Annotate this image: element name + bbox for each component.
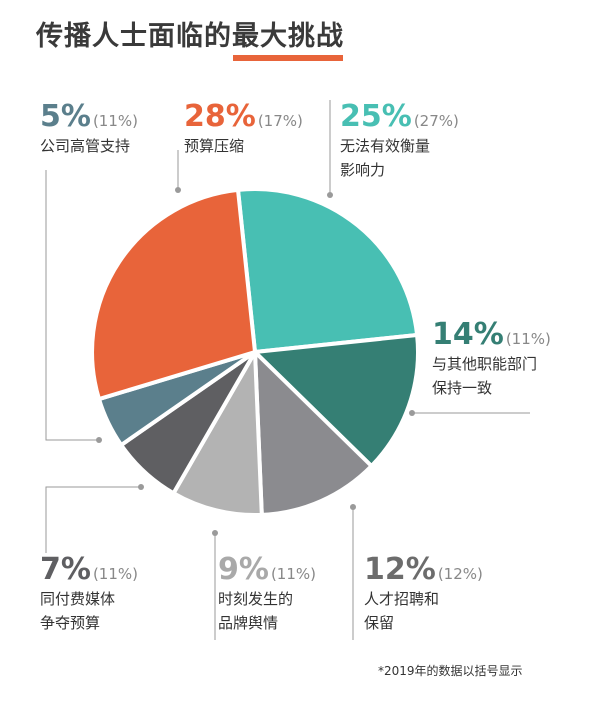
prev-media: (11%): [92, 565, 138, 583]
desc-measure-2: 影响力: [340, 161, 386, 179]
prev-talent: (12%): [437, 565, 483, 583]
desc-reputation-1: 时刻发生的: [218, 590, 294, 608]
leader-reputation-dot: [212, 530, 218, 536]
leader-measure-dot: [327, 192, 333, 198]
label-reputation: 9% (11%) 时刻发生的 品牌舆情: [218, 553, 316, 635]
chart-title: 传播人士面临的最大挑战: [36, 21, 344, 52]
leader-align-dot: [409, 410, 415, 416]
leader-lines: [45, 100, 530, 640]
prev-measure: (27%): [413, 112, 459, 130]
label-exec: 5% (11%) 公司高管支持: [40, 100, 138, 158]
pie-slices: [90, 187, 420, 518]
pct-measure: 25%: [340, 99, 412, 134]
title-underline: [233, 55, 343, 61]
pct-align: 14%: [432, 317, 504, 352]
desc-exec: 公司高管支持: [40, 137, 131, 155]
pct-reputation: 9%: [218, 552, 269, 587]
leader-budget-dot: [175, 187, 181, 193]
pct-media: 7%: [40, 552, 91, 587]
prev-exec: (11%): [92, 112, 138, 130]
leader-exec-dot: [96, 437, 102, 443]
label-media: 7% (11%) 同付费媒体 争夺预算: [40, 553, 138, 635]
leader-media: [45, 486, 141, 553]
slice-align: [253, 333, 420, 468]
desc-talent-1: 人才招聘和: [364, 590, 440, 608]
label-measure: 25% (27%) 无法有效衡量 影响力: [340, 100, 459, 182]
leader-exec: [45, 170, 99, 441]
label-budget: 28% (17%) 预算压缩: [184, 100, 303, 158]
desc-align-2: 保持一致: [432, 379, 493, 397]
desc-budget: 预算压缩: [184, 137, 245, 155]
prev-budget: (17%): [257, 112, 303, 130]
leader-talent-dot: [350, 504, 356, 510]
pct-budget: 28%: [184, 99, 256, 134]
pct-exec: 5%: [40, 99, 91, 134]
desc-align-1: 与其他职能部门: [432, 355, 538, 373]
desc-reputation-2: 品牌舆情: [218, 614, 279, 632]
slice-budget: [90, 187, 257, 402]
slice-measure: [236, 187, 420, 354]
desc-media-1: 同付费媒体: [40, 590, 116, 608]
label-talent: 12% (12%) 人才招聘和 保留: [364, 553, 483, 635]
footnote: *2019年的数据以括号显示: [378, 664, 523, 678]
prev-align: (11%): [505, 330, 551, 348]
desc-measure-1: 无法有效衡量: [340, 137, 431, 155]
desc-media-2: 争夺预算: [40, 614, 101, 632]
pct-talent: 12%: [364, 552, 436, 587]
label-align: 14% (11%) 与其他职能部门 保持一致: [432, 318, 551, 400]
leader-media-dot: [138, 484, 144, 490]
prev-reputation: (11%): [270, 565, 316, 583]
slice-talent: [253, 350, 374, 517]
desc-talent-2: 保留: [364, 614, 395, 632]
